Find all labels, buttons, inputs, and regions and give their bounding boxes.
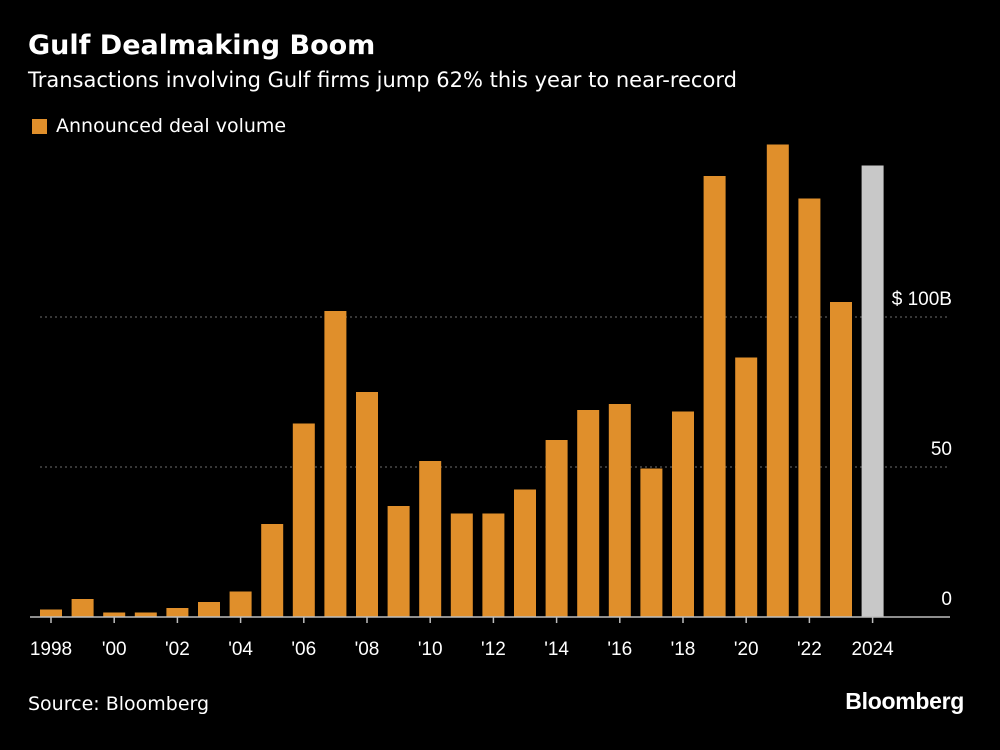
y-tick-label-100: $ 100B	[892, 289, 952, 310]
bar-2018	[672, 411, 694, 617]
bar-2014	[545, 440, 568, 617]
bar-2001	[134, 612, 157, 617]
bar-2008	[356, 392, 378, 617]
bar-2000	[103, 612, 126, 617]
bar-2005	[261, 524, 284, 617]
bar-2015	[577, 410, 600, 617]
x-tick-label: '06	[291, 639, 316, 660]
bar-2012	[482, 513, 505, 617]
x-tick-label: 1998	[30, 639, 72, 660]
y-tick-label-50: 50	[931, 439, 952, 460]
bar-2020	[735, 357, 758, 617]
x-tick-label: '14	[544, 639, 569, 660]
bar-2023	[830, 302, 852, 617]
bar-2016	[608, 404, 631, 617]
bar-2007	[324, 311, 347, 617]
x-tick-label: '12	[481, 639, 506, 660]
bar-2009	[387, 506, 410, 617]
bar-2022	[798, 198, 821, 617]
x-tick-label: '22	[797, 639, 822, 660]
x-tick-label: 2024	[851, 639, 894, 660]
x-tick-label: '08	[355, 639, 380, 660]
y-tick-label-0: 0	[941, 589, 952, 610]
gridlines	[40, 316, 950, 468]
x-tick-label: '02	[165, 639, 190, 660]
x-tick-label: '04	[228, 639, 253, 660]
x-axis-ticks: 1998 '00 '02 '04 '06 '08 '10 '12 '14 '16 '18 '20 '22…	[30, 617, 894, 660]
bar-2006	[292, 423, 315, 617]
bloomberg-logo: Bloomberg	[845, 688, 964, 714]
bars	[40, 144, 884, 617]
source-note: Source: Bloomberg	[28, 693, 210, 715]
bar-1998	[40, 609, 62, 617]
bar-2002	[166, 608, 189, 617]
x-tick-label: '00	[102, 639, 127, 660]
x-tick-label: '16	[607, 639, 632, 660]
legend-label: Announced deal volume	[56, 115, 287, 137]
chart-title: Gulf Dealmaking Boom	[28, 30, 376, 61]
bar-2021	[766, 144, 789, 617]
bar-2013	[514, 489, 536, 617]
chart-subtitle: Transactions involving Gulf firms jump 6…	[28, 68, 737, 92]
y-axis-ticks: 0 50 $ 100B	[892, 289, 952, 610]
bar-2003	[198, 602, 220, 617]
bar-2004	[229, 591, 252, 617]
bar-1999	[71, 599, 94, 617]
x-tick-label: '20	[734, 639, 759, 660]
bar-2017	[640, 468, 663, 617]
legend-swatch	[32, 118, 47, 134]
bar-2011	[450, 513, 473, 617]
chart-legend: Announced deal volume	[32, 115, 286, 137]
bar-2019	[703, 176, 726, 617]
x-tick-label: '18	[671, 639, 696, 660]
bar-2024	[861, 165, 884, 617]
x-tick-label: '10	[418, 639, 443, 660]
bar-2010	[419, 461, 442, 617]
